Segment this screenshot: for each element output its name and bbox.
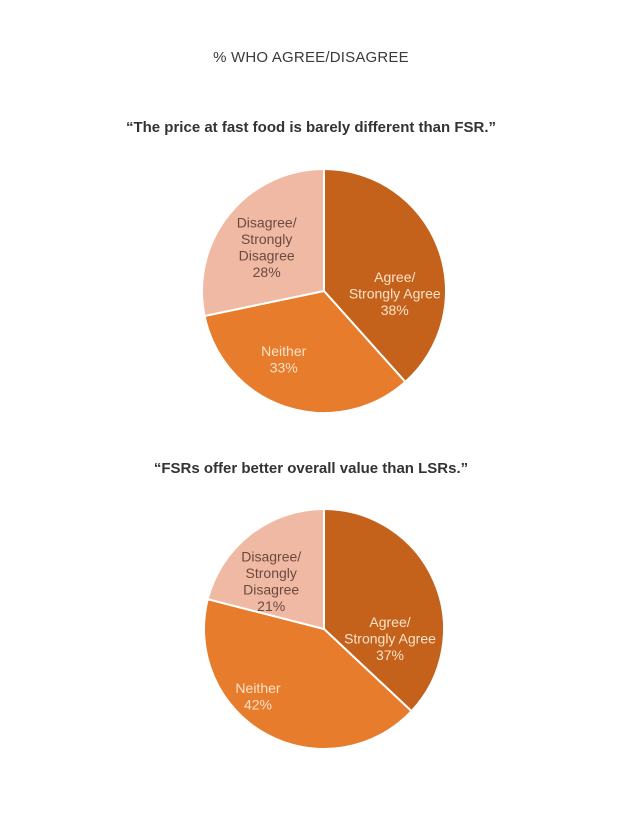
slice-label-disagree: Disagree/Strongly Disagree 28% xyxy=(237,214,297,280)
chart-2-title: “FSRs offer better overall value than LS… xyxy=(153,460,469,477)
page-title: % WHO AGREE/DISAGREE xyxy=(213,49,409,66)
pie-slice-agree xyxy=(323,507,445,713)
slice-label-agree: Agree/Strongly Agree 38% xyxy=(349,269,441,318)
slice-label-disagree: Disagree/Strongly Disagree 21% xyxy=(241,548,301,614)
chart-1-title: “The price at fast food is barely differ… xyxy=(125,119,497,136)
pie-slice-disagree xyxy=(201,167,325,318)
pie-chart-price-vs-fsr: Agree/Strongly Agree 38% Neither 33% Disagre… xyxy=(201,167,447,414)
pie-chart-fsr-vs-lsr-value: Agree/Strongly Agree 37% Neither 42% Disagre… xyxy=(203,507,445,750)
slice-label-neither: Neither 33% xyxy=(261,343,306,376)
slice-label-agree: Agree/Strongly Agree 37% xyxy=(344,614,436,663)
pie-slice-neither xyxy=(203,289,407,414)
pie-slice-disagree xyxy=(206,507,325,631)
pie-slice-neither xyxy=(203,597,413,750)
pie-slice-agree xyxy=(323,167,447,384)
slice-label-neither: Neither 42% xyxy=(235,680,280,713)
